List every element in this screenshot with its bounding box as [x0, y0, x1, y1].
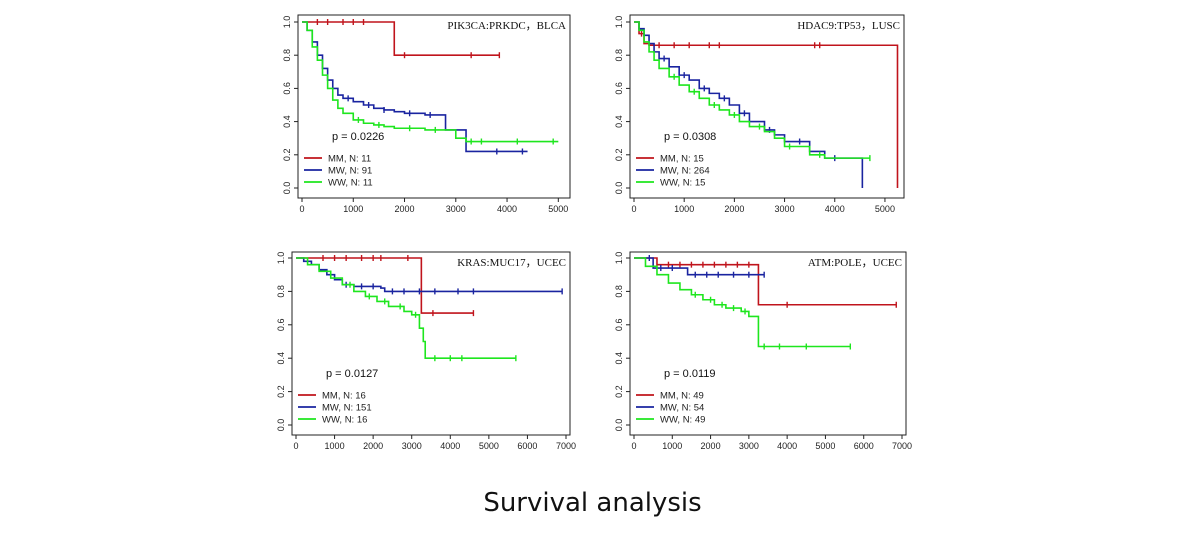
- y-tick-label: 0.0: [614, 419, 624, 432]
- x-tick-label: 3000: [402, 441, 422, 451]
- y-tick-label: 1.0: [276, 252, 286, 265]
- km-panel-4: 0.0 0.2 0.4 0.6 0.8 1.0 0 1000 2000 3000 4000 5000 6…: [614, 251, 912, 451]
- y-tick-label: 0.0: [614, 182, 624, 195]
- x-tick-label: 1000: [674, 204, 694, 214]
- x-tick-label: 4000: [825, 204, 845, 214]
- legend-label: MM, N: 16: [322, 391, 366, 402]
- y-tick-label: 0.8: [614, 285, 624, 298]
- legend-label: MM, N: 15: [660, 154, 704, 165]
- km-panel-1: 0.0 0.2 0.4 0.6 0.8 1.0 0 1000 2000 3000 4000 5000 P…: [282, 14, 571, 214]
- x-tick-label: 3000: [446, 204, 466, 214]
- panel-title: KRAS:MUC17，UCEC: [457, 257, 566, 269]
- legend-label: MW, N: 91: [328, 166, 372, 177]
- legend-label: WW, N: 49: [660, 415, 705, 426]
- p-value: p = 0.0308: [664, 131, 716, 143]
- x-tick-label: 3000: [775, 204, 795, 214]
- y-tick-label: 0.4: [276, 352, 286, 365]
- panel-title: HDAC9:TP53，LUSC: [797, 20, 900, 32]
- x-tick-label: 1000: [325, 441, 345, 451]
- km-panel-2: 0.0 0.2 0.4 0.6 0.8 1.0 0 1000 2000 3000 4000 5000 H…: [614, 14, 905, 214]
- plot-frame: [291, 251, 571, 436]
- plot-frame: [629, 251, 907, 436]
- legend-label: MW, N: 151: [322, 403, 372, 414]
- y-tick-label: 0.2: [614, 149, 624, 162]
- series-ww-line: [302, 21, 559, 143]
- y-tick-label: 0.6: [614, 82, 624, 95]
- p-value: p = 0.0127: [326, 368, 378, 380]
- series-mm-line: [296, 257, 474, 314]
- x-tick-label: 6000: [517, 441, 537, 451]
- y-tick-label: 0.2: [614, 385, 624, 398]
- x-tick-label: 3000: [739, 441, 759, 451]
- p-value: p = 0.0226: [332, 131, 384, 143]
- legend-label: MM, N: 49: [660, 391, 704, 402]
- x-tick-label: 4000: [497, 204, 517, 214]
- x-tick-label: 7000: [556, 441, 576, 451]
- series-mw-line: [296, 257, 563, 293]
- x-tick-label: 1000: [662, 441, 682, 451]
- series-ww-line: [296, 257, 516, 359]
- y-tick-label: 0.0: [276, 419, 286, 432]
- legend-label: MW, N: 264: [660, 166, 710, 177]
- series-mm-line: [302, 21, 500, 56]
- x-tick-label: 0: [631, 204, 636, 214]
- x-tick-label: 6000: [854, 441, 874, 451]
- y-tick-label: 0.0: [282, 182, 292, 195]
- y-tick-label: 0.8: [614, 49, 624, 62]
- figure-caption: Survival analysis: [483, 488, 702, 518]
- y-tick-label: 0.6: [282, 82, 292, 95]
- x-tick-label: 5000: [479, 441, 499, 451]
- x-tick-label: 4000: [440, 441, 460, 451]
- y-tick-label: 0.4: [614, 115, 624, 128]
- panel-title: ATM:POLE，UCEC: [808, 257, 902, 269]
- x-tick-label: 2000: [701, 441, 721, 451]
- plot-frame: [297, 14, 571, 199]
- y-tick-label: 0.6: [276, 319, 286, 332]
- x-tick-label: 2000: [724, 204, 744, 214]
- y-tick-label: 0.8: [282, 49, 292, 62]
- x-tick-label: 7000: [892, 441, 912, 451]
- y-tick-label: 0.4: [282, 115, 292, 128]
- x-tick-label: 5000: [815, 441, 835, 451]
- x-tick-label: 0: [299, 204, 304, 214]
- y-tick-label: 0.8: [276, 285, 286, 298]
- y-tick-label: 0.4: [614, 352, 624, 365]
- x-tick-label: 5000: [875, 204, 895, 214]
- series-mw-line: [634, 21, 864, 188]
- series-ww-line: [634, 21, 870, 159]
- legend-label: WW, N: 15: [660, 178, 705, 189]
- p-value: p = 0.0119: [664, 368, 715, 380]
- x-tick-label: 1000: [343, 204, 363, 214]
- x-tick-label: 2000: [395, 204, 415, 214]
- x-tick-label: 0: [631, 441, 636, 451]
- legend-label: MW, N: 54: [660, 403, 704, 414]
- y-tick-label: 1.0: [614, 16, 624, 29]
- legend-label: MM, N: 11: [328, 154, 371, 165]
- x-tick-label: 5000: [548, 204, 568, 214]
- km-panel-3: 0.0 0.2 0.4 0.6 0.8 1.0 0 1000 2000 3000 4000 5000 6…: [276, 251, 576, 451]
- y-tick-label: 0.6: [614, 319, 624, 332]
- y-tick-label: 0.2: [276, 385, 286, 398]
- series-ww-line: [634, 257, 851, 348]
- series-mw-line: [302, 21, 528, 153]
- x-tick-label: 0: [293, 441, 298, 451]
- x-tick-label: 2000: [363, 441, 383, 451]
- panel-title: PIK3CA:PRKDC，BLCA: [447, 20, 566, 32]
- y-tick-label: 0.2: [282, 149, 292, 162]
- y-tick-label: 1.0: [282, 16, 292, 29]
- legend-label: WW, N: 11: [328, 178, 373, 189]
- y-tick-label: 1.0: [614, 252, 624, 265]
- x-tick-label: 4000: [777, 441, 797, 451]
- plot-frame: [629, 14, 905, 199]
- legend-label: WW, N: 16: [322, 415, 367, 426]
